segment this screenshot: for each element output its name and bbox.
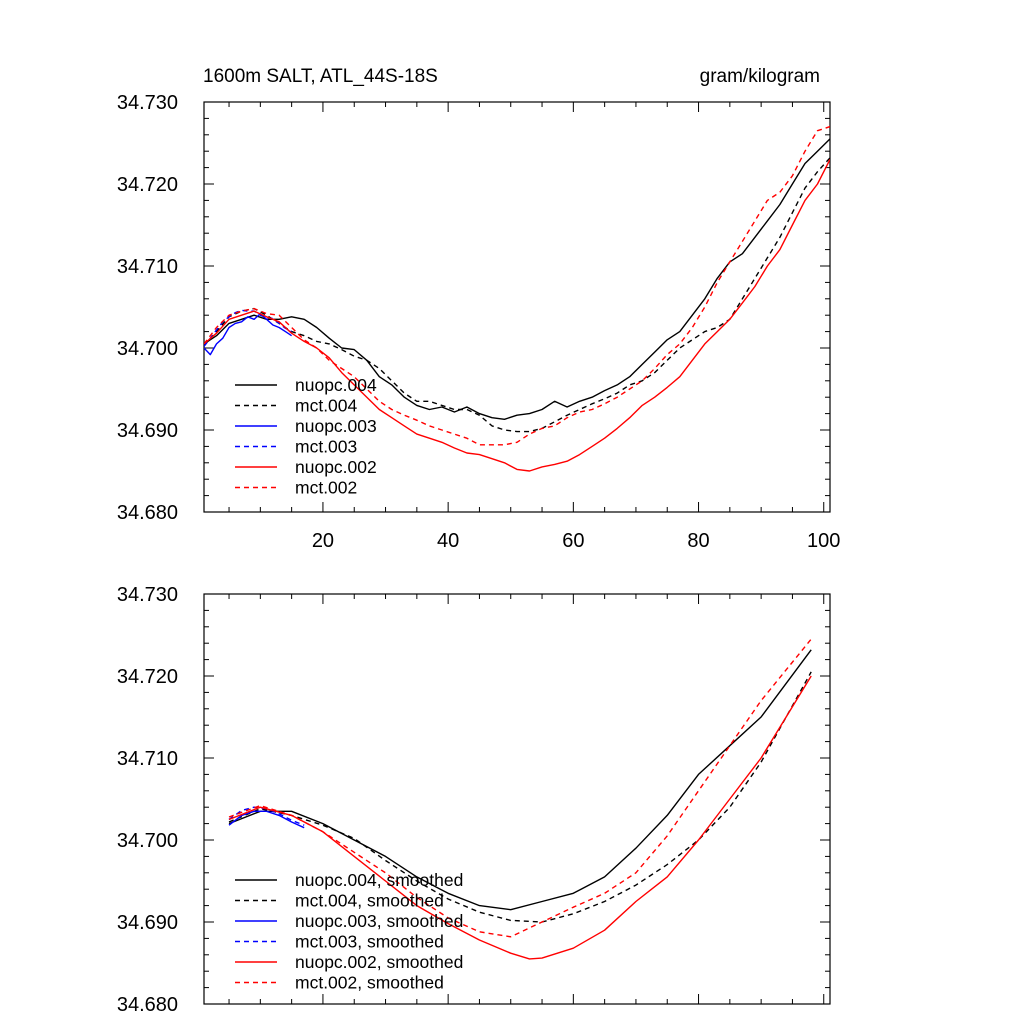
series-line-nuopc-003-smoothed [228, 810, 305, 829]
legend-label: nuopc.004, smoothed [295, 870, 463, 890]
series-line-mct-004-smoothed [228, 671, 812, 923]
legend-label: nuopc.004 [295, 375, 377, 395]
series-group [228, 638, 812, 960]
y-tick-label: 34.690 [117, 420, 178, 442]
chart-units: gram/kilogram [700, 66, 820, 87]
legend-label: mct.003 [295, 437, 357, 457]
series-line-nuopc-002 [204, 159, 830, 472]
legend-label: mct.004, smoothed [295, 891, 444, 911]
y-tick-label: 34.710 [117, 748, 178, 770]
legend-label: nuopc.003, smoothed [295, 911, 463, 931]
x-tick-label: 20 [312, 530, 334, 552]
y-tick-label: 34.730 [117, 584, 178, 606]
y-tick-label: 34.700 [117, 830, 178, 852]
y-tick-label: 34.720 [117, 666, 178, 688]
chart-title: 1600m SALT, ATL_44S-18S [203, 66, 438, 87]
y-tick-label: 34.700 [117, 338, 178, 360]
series-group [204, 125, 830, 472]
series-line-mct-002-smoothed [228, 638, 812, 938]
plot-frame [203, 593, 831, 1005]
legend-label: mct.004 [295, 396, 358, 416]
series-line-mct-002 [204, 125, 830, 446]
y-tick-label: 34.690 [117, 912, 178, 934]
x-tick-label: 40 [437, 530, 459, 552]
y-tick-label: 34.710 [117, 256, 178, 278]
series-line-mct-004 [204, 157, 830, 433]
series-line-nuopc-003 [204, 312, 292, 356]
y-tick-label: 34.720 [117, 174, 178, 196]
series-line-nuopc-004-smoothed [228, 649, 812, 911]
legend-label: nuopc.003 [295, 416, 377, 436]
plot-frame [203, 101, 831, 513]
legend-label: nuopc.002 [295, 457, 377, 477]
x-tick-label: 100 [807, 530, 840, 552]
series-line-nuopc-004 [204, 138, 830, 420]
x-tick-label: 80 [687, 530, 709, 552]
bottom-panel: 34.680 34.690 34.700 34.710 34.720 34.730 nuop… [117, 584, 831, 1016]
legend-label: mct.002, smoothed [295, 973, 444, 993]
top-panel: 20 40 60 80 100 34.680 34.690 34.700 34.710 34.72… [117, 92, 841, 552]
y-tick-label: 34.680 [117, 502, 178, 524]
series-line-mct-003 [204, 309, 292, 347]
y-tick-label: 34.730 [117, 92, 178, 114]
legend-label: mct.002 [295, 478, 357, 498]
legend-label: nuopc.002, smoothed [295, 952, 463, 972]
y-tick-label: 34.680 [117, 994, 178, 1016]
x-tick-label: 60 [562, 530, 584, 552]
legend-label: mct.003, smoothed [295, 932, 444, 952]
